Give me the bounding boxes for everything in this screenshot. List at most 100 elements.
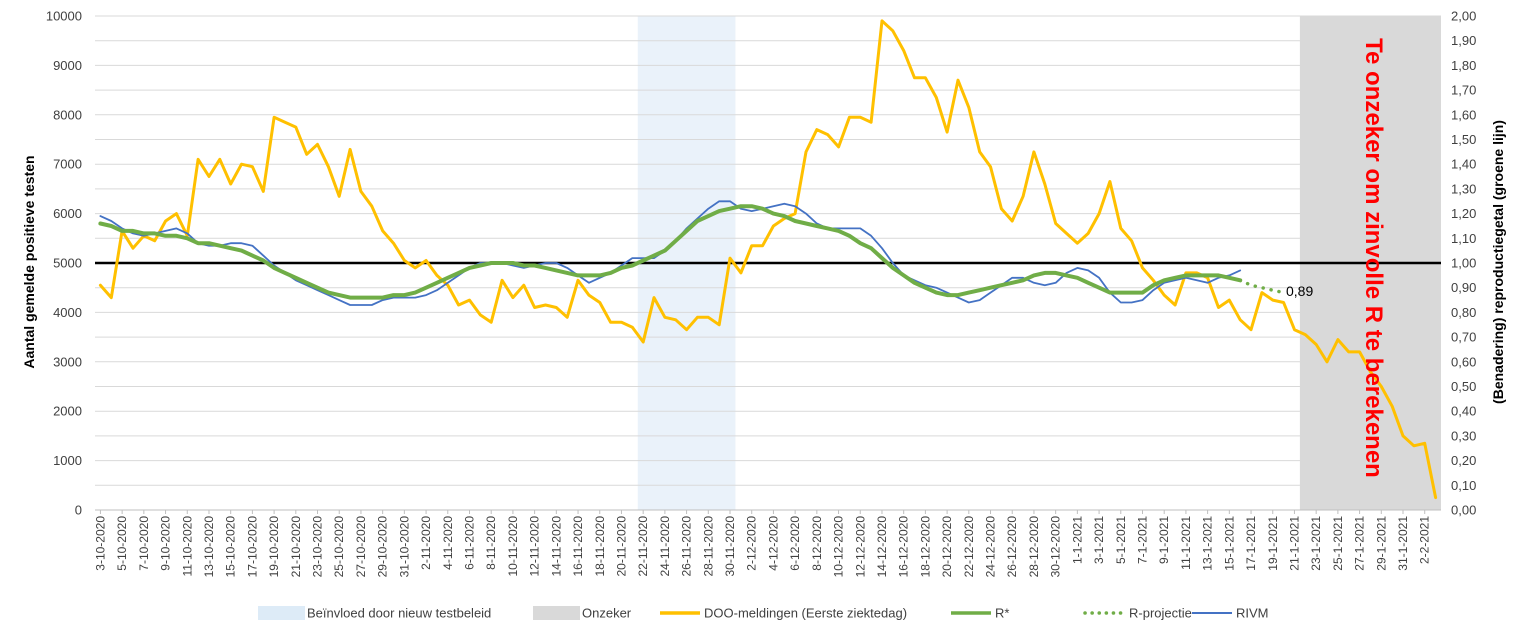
- right-axis-tick-label: 1,60: [1451, 107, 1476, 122]
- x-axis-tick-label: 19-1-2021: [1266, 516, 1280, 571]
- x-axis-tick-label: 14-11-2020: [549, 516, 563, 577]
- right-axis-tick-label: 1,70: [1451, 83, 1476, 98]
- x-axis-tick-label: 16-12-2020: [897, 516, 911, 578]
- x-axis-tick-label: 6-12-2020: [788, 516, 802, 571]
- x-axis-tick-label: 10-11-2020: [506, 516, 520, 577]
- x-axis-tick-label: 13-1-2021: [1201, 516, 1215, 571]
- right-axis-tick-label: 0,50: [1451, 379, 1476, 394]
- x-axis-tick-label: 11-1-2021: [1179, 516, 1193, 570]
- x-axis-tick-label: 5-1-2021: [1114, 516, 1128, 564]
- x-axis-ticks: 3-10-2020 5-10-2020 7-10-2020 9-10-2020 11-1…: [93, 510, 1432, 578]
- legend-label: DOO-meldingen (Eerste ziektedag): [704, 606, 907, 621]
- left-axis-tick-label: 6000: [53, 206, 82, 221]
- left-axis-tick-label: 5000: [53, 256, 82, 271]
- right-axis-tick-label: 1,40: [1451, 157, 1476, 172]
- x-axis-tick-label: 2-11-2020: [419, 516, 433, 570]
- x-axis-tick-label: 22-11-2020: [636, 516, 650, 577]
- right-axis-tick-label: 0,20: [1451, 453, 1476, 468]
- left-axis-ticks: 0 1000 2000 3000 4000 5000 6000 7000 8000 9000 100…: [46, 9, 82, 518]
- x-axis-tick-label: 20-12-2020: [940, 516, 954, 578]
- uncertain-note: Te onzeker om zinvolle R te berekenen: [1360, 38, 1387, 478]
- legend-label: Beïnvloed door nieuw testbeleid: [307, 606, 491, 621]
- legend: Beïnvloed door nieuw testbeleid Onzeker DO…: [258, 606, 1269, 621]
- x-axis-tick-label: 8-12-2020: [810, 516, 824, 571]
- right-axis-tick-label: 1,90: [1451, 33, 1476, 48]
- legend-label: Onzeker: [582, 606, 632, 621]
- legend-label: R*: [995, 606, 1009, 621]
- x-axis-tick-label: 2-12-2020: [745, 516, 759, 571]
- right-axis-tick-label: 1,00: [1451, 256, 1476, 271]
- left-axis-tick-label: 0: [75, 503, 82, 518]
- left-axis-tick-label: 2000: [53, 404, 82, 419]
- x-axis-tick-label: 3-10-2020: [93, 516, 107, 571]
- x-axis-tick-label: 15-10-2020: [224, 516, 238, 578]
- x-axis-tick-label: 26-11-2020: [680, 516, 694, 577]
- x-axis-tick-label: 8-11-2020: [484, 516, 498, 570]
- right-axis-tick-label: 0,60: [1451, 354, 1476, 369]
- right-axis-tick-label: 1,30: [1451, 181, 1476, 196]
- left-axis-tick-label: 9000: [53, 58, 82, 73]
- x-axis-tick-label: 21-10-2020: [289, 516, 303, 578]
- x-axis-tick-label: 5-10-2020: [115, 516, 129, 571]
- x-axis-tick-label: 21-1-2021: [1287, 516, 1301, 571]
- x-axis-tick-label: 18-12-2020: [918, 516, 932, 578]
- x-axis-tick-label: 4-12-2020: [766, 516, 780, 571]
- right-axis-tick-label: 1,50: [1451, 132, 1476, 147]
- x-axis-tick-label: 31-10-2020: [397, 516, 411, 578]
- right-axis-title: (Benadering) reproductiegetal (groene li…: [1490, 120, 1506, 404]
- left-axis-tick-label: 7000: [53, 157, 82, 172]
- x-axis-tick-label: 7-1-2021: [1135, 516, 1149, 564]
- left-axis-title: Aantal gemelde positieve testen: [21, 155, 37, 368]
- right-axis-tick-label: 2,00: [1451, 9, 1476, 24]
- right-axis-tick-label: 0,10: [1451, 478, 1476, 493]
- x-axis-tick-label: 29-10-2020: [376, 516, 390, 578]
- x-axis-tick-label: 27-10-2020: [354, 516, 368, 578]
- projection-value-label: 0,89: [1286, 283, 1313, 299]
- x-axis-tick-label: 29-1-2021: [1374, 516, 1388, 571]
- series-layer: [98, 19, 1438, 500]
- right-axis-tick-label: 0,30: [1451, 428, 1476, 443]
- x-axis-tick-label: 24-11-2020: [658, 516, 672, 577]
- x-axis-tick-label: 23-10-2020: [311, 516, 325, 578]
- x-axis-tick-label: 22-12-2020: [962, 516, 976, 578]
- x-axis-tick-label: 14-12-2020: [875, 516, 889, 578]
- right-axis-tick-label: 1,80: [1451, 58, 1476, 73]
- right-axis-tick-label: 0,00: [1451, 503, 1476, 518]
- x-axis-tick-label: 9-1-2021: [1157, 516, 1171, 564]
- x-axis-tick-label: 23-1-2021: [1309, 516, 1323, 571]
- x-axis-tick-label: 20-11-2020: [614, 516, 628, 577]
- x-axis-tick-label: 2-2-2021: [1418, 516, 1432, 564]
- x-axis-tick-label: 18-11-2020: [593, 516, 607, 577]
- x-axis-tick-label: 13-10-2020: [202, 516, 216, 578]
- x-axis-tick-label: 11-10-2020: [180, 516, 194, 577]
- right-axis-tick-label: 1,10: [1451, 231, 1476, 246]
- right-axis-tick-label: 0,70: [1451, 330, 1476, 345]
- x-axis-tick-label: 3-1-2021: [1092, 516, 1106, 564]
- legend-swatch: [533, 606, 580, 620]
- x-axis-tick-label: 19-10-2020: [267, 516, 281, 578]
- x-axis-tick-label: 17-10-2020: [245, 516, 259, 578]
- x-axis-tick-label: 25-1-2021: [1331, 516, 1345, 571]
- left-axis-tick-label: 10000: [46, 9, 82, 24]
- x-axis-tick-label: 7-10-2020: [137, 516, 151, 571]
- x-axis-tick-label: 25-10-2020: [332, 516, 346, 578]
- left-axis-tick-label: 1000: [53, 453, 82, 468]
- x-axis-tick-label: 1-1-2021: [1070, 516, 1084, 564]
- r-star-series-line: [98, 204, 1243, 300]
- x-axis-tick-label: 12-11-2020: [528, 516, 542, 577]
- left-axis-tick-label: 3000: [53, 354, 82, 369]
- legend-label: R-projectie: [1129, 606, 1192, 621]
- x-axis-tick-label: 28-12-2020: [1027, 516, 1041, 578]
- legend-label: RIVM: [1236, 606, 1269, 621]
- x-axis-tick-label: 6-11-2020: [462, 516, 476, 570]
- x-axis-tick-label: 24-12-2020: [984, 516, 998, 578]
- right-axis-tick-label: 0,90: [1451, 280, 1476, 295]
- right-axis-tick-label: 1,20: [1451, 206, 1476, 221]
- right-axis-ticks: 0,00 0,10 0,20 0,30 0,40 0,50 0,60 0,70 0,80 0,90…: [1451, 9, 1476, 518]
- x-axis-tick-label: 28-11-2020: [701, 516, 715, 577]
- right-axis-tick-label: 0,80: [1451, 305, 1476, 320]
- x-axis-tick-label: 30-12-2020: [1049, 516, 1063, 578]
- x-axis-tick-label: 17-1-2021: [1244, 516, 1258, 571]
- doo-series-line: [98, 19, 1438, 500]
- legend-swatch: [258, 606, 305, 620]
